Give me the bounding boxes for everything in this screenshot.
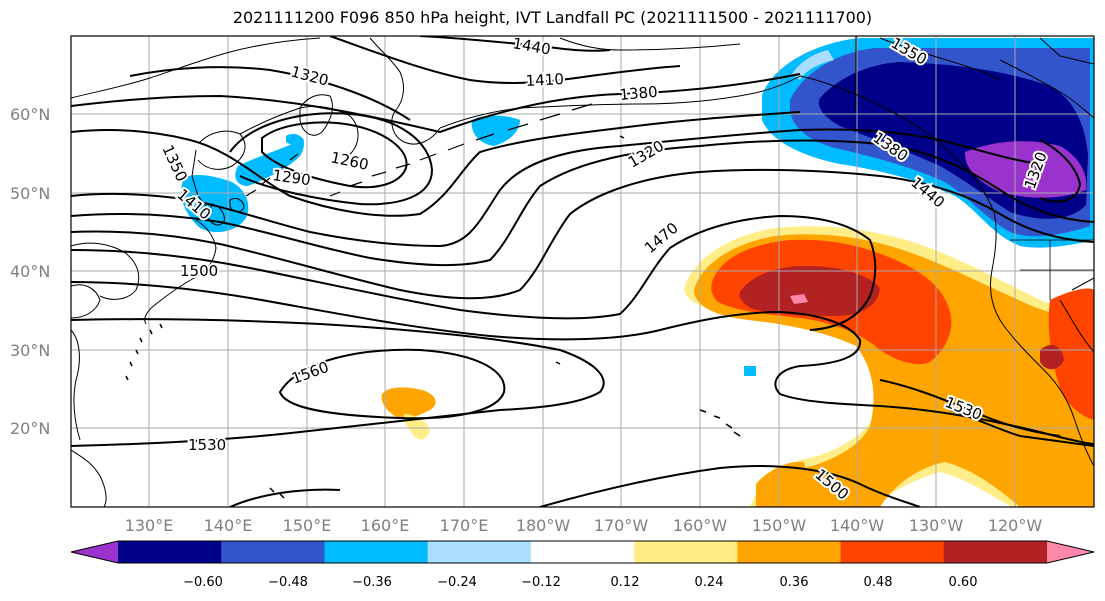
colorbar-label: 0.24 xyxy=(695,575,724,590)
lon-label: 130°W xyxy=(909,516,964,535)
lon-label: 180°W xyxy=(516,516,571,535)
lon-label: 160°E xyxy=(361,516,410,535)
colorbar-outline xyxy=(70,540,1095,564)
map-area: 1440 1410 1380 1350 1320 1290 1260 1350 … xyxy=(71,36,1094,507)
contour-label: 1410 xyxy=(525,70,564,90)
lon-label: 140°E xyxy=(204,516,253,535)
colorbar-labels: −0.60 −0.48 −0.36 −0.24 −0.12 0.12 0.24 … xyxy=(183,575,977,590)
lon-label: 160°W xyxy=(673,516,728,535)
map-title: 2021111200 F096 850 hPa height, IVT Land… xyxy=(232,8,873,27)
graticule xyxy=(71,36,1094,507)
lat-label: 60°N xyxy=(10,105,50,124)
map-frame xyxy=(70,35,1095,508)
colorbar-label: 0.36 xyxy=(780,575,809,590)
colorbar-label: 0.12 xyxy=(611,575,640,590)
contour-label: 1530 xyxy=(188,436,226,454)
colorbar-label: −0.36 xyxy=(352,575,392,590)
colorbar-segment xyxy=(634,541,738,563)
colorbar-segment xyxy=(943,541,1048,563)
lon-label: 170°E xyxy=(440,516,489,535)
colorbar-label: 0.48 xyxy=(864,575,893,590)
lon-label: 140°W xyxy=(830,516,885,535)
colorbar-extend-max xyxy=(1047,541,1094,563)
lat-label: 40°N xyxy=(10,262,50,281)
colorbar-label: −0.48 xyxy=(268,575,308,590)
lon-label: 150°W xyxy=(752,516,807,535)
colorbar-segment xyxy=(840,541,945,563)
colorbar-segment xyxy=(118,541,222,563)
colorbar-segment xyxy=(427,541,532,563)
height-contours xyxy=(71,36,1094,507)
colorbar-label: 0.60 xyxy=(949,575,978,590)
lon-label: 120°W xyxy=(988,516,1043,535)
contour-label: 1380 xyxy=(619,83,659,104)
lat-label: 50°N xyxy=(10,184,50,203)
colorbar-segment xyxy=(221,541,325,563)
contour-label: 1500 xyxy=(180,262,218,280)
lon-label: 170°W xyxy=(594,516,649,535)
colorbar-label: −0.12 xyxy=(521,575,561,590)
colorbar-label: −0.24 xyxy=(437,575,477,590)
negative-ivt-region-northwest-pacific xyxy=(181,115,756,376)
positive-ivt-region-northeast-pacific xyxy=(684,226,1094,507)
colorbar-label: −0.60 xyxy=(183,575,223,590)
colorbar-extend-min xyxy=(71,541,118,563)
colorbar-segment xyxy=(324,541,429,563)
colorbar-segment xyxy=(530,541,635,563)
colorbar-segment xyxy=(737,541,842,563)
longitude-labels: 130°E 140°E 150°E 160°E 170°E 180°W 170°… xyxy=(125,516,1043,535)
lon-label: 130°E xyxy=(125,516,174,535)
lat-label: 30°N xyxy=(10,341,50,360)
lon-label: 150°E xyxy=(283,516,332,535)
lat-label: 20°N xyxy=(10,419,50,438)
colorbar: −0.60 −0.48 −0.36 −0.24 −0.12 0.12 0.24 … xyxy=(70,540,1095,590)
latitude-labels: 60°N 50°N 40°N 30°N 20°N xyxy=(10,105,50,438)
